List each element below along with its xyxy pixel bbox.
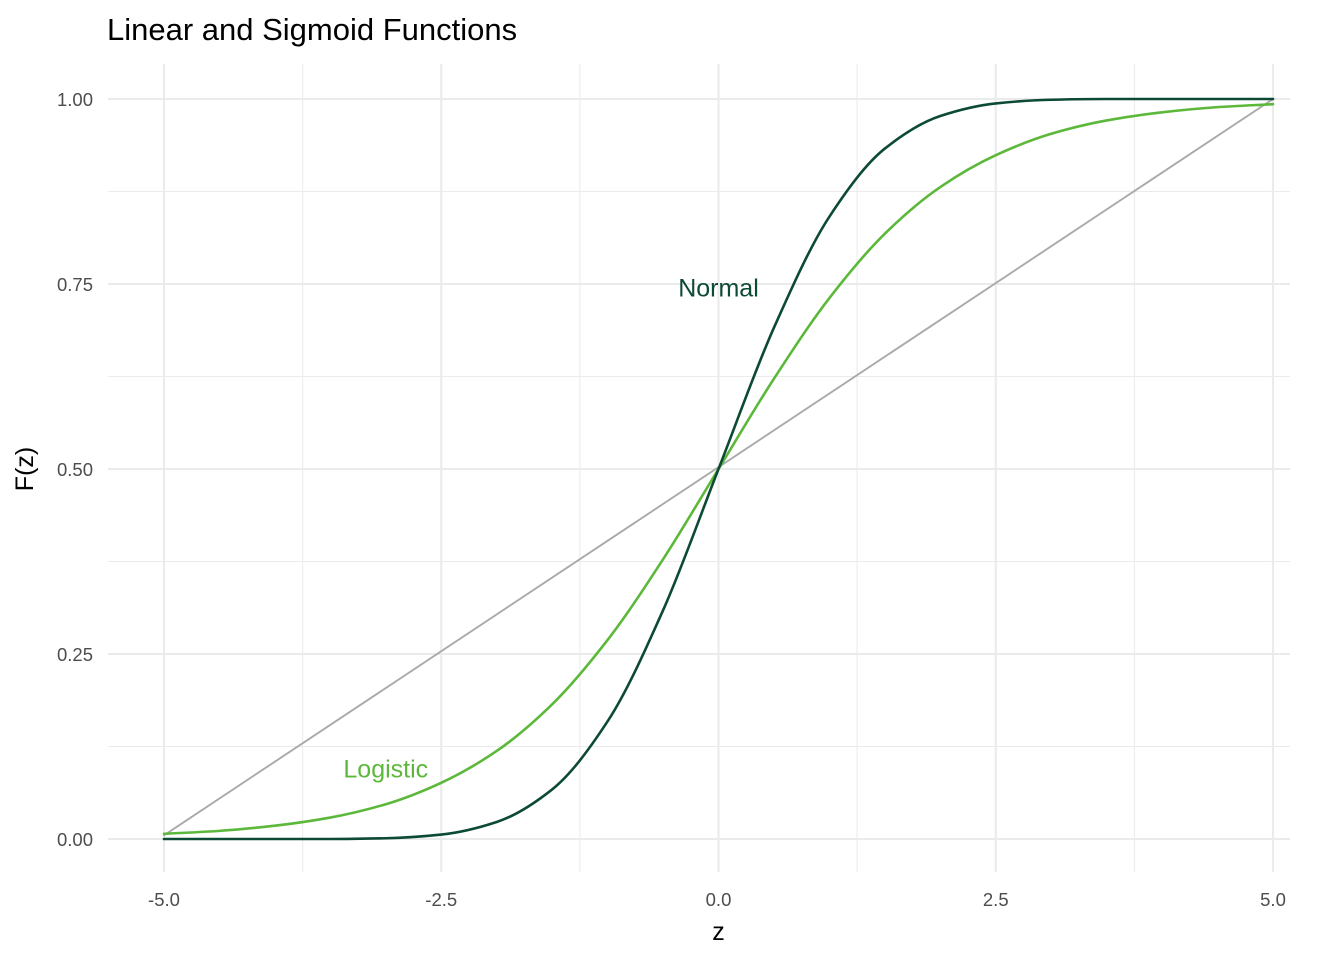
y-axis-ticks: 0.00 0.25 0.50 0.75 1.00 [57, 89, 93, 850]
x-tick-label: -2.5 [425, 889, 457, 910]
y-tick-label: 0.00 [57, 829, 93, 850]
annotations: Normal Logistic [343, 275, 758, 784]
x-tick-label: 0.0 [706, 889, 732, 910]
series-line-normal [162, 97, 1275, 841]
y-tick-label: 0.50 [57, 459, 93, 480]
x-tick-label: 2.5 [983, 889, 1009, 910]
y-tick-label: 0.25 [57, 644, 93, 665]
annotation-logistic: Logistic [343, 756, 428, 784]
x-tick-label: 5.0 [1260, 889, 1286, 910]
x-axis-ticks: -5.0 -2.5 0.0 2.5 5.0 [148, 889, 1286, 910]
y-tick-label: 1.00 [57, 89, 93, 110]
series-group [162, 97, 1275, 841]
grid [108, 64, 1290, 872]
y-tick-label: 0.75 [57, 274, 93, 295]
x-tick-label: -5.0 [148, 889, 180, 910]
x-axis-label: z [712, 918, 725, 946]
chart-title: Linear and Sigmoid Functions [107, 12, 517, 47]
annotation-normal: Normal [678, 275, 759, 303]
y-axis-label: F(z) [11, 447, 39, 491]
